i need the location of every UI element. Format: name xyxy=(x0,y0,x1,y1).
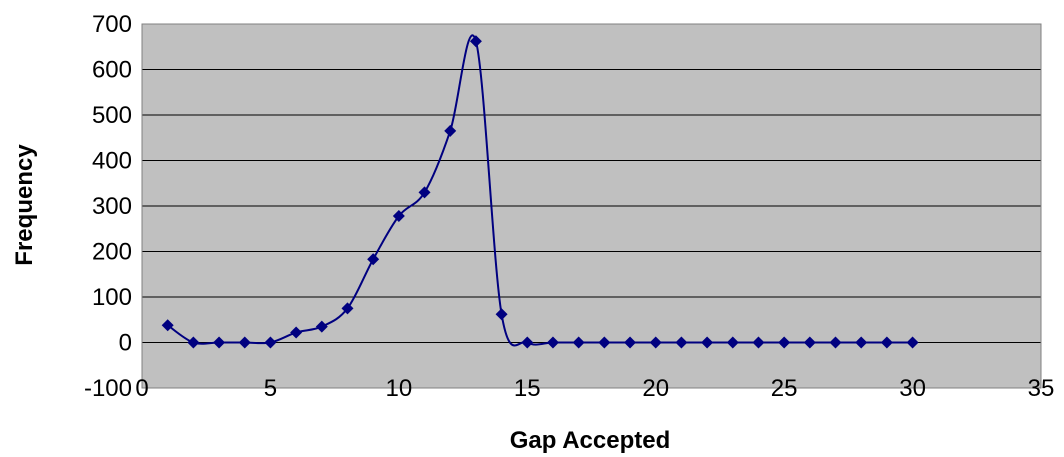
data-point xyxy=(315,320,328,333)
data-point xyxy=(161,319,174,332)
data-point xyxy=(367,253,380,266)
data-point xyxy=(906,336,919,349)
data-point xyxy=(392,210,405,223)
x-tick-label: 20 xyxy=(642,375,669,402)
x-tick-label: 25 xyxy=(771,375,798,402)
data-point xyxy=(341,302,354,315)
data-point xyxy=(469,35,482,48)
data-point xyxy=(213,336,226,349)
y-axis-title: Frequency xyxy=(11,144,38,266)
x-tick-label: 5 xyxy=(264,375,277,402)
data-point xyxy=(726,336,739,349)
y-tick-label: 100 xyxy=(92,284,132,311)
data-point xyxy=(829,336,842,349)
data-point xyxy=(444,124,457,137)
plot-border xyxy=(141,23,1042,389)
data-point xyxy=(572,336,585,349)
y-tick-label: -100 xyxy=(84,375,132,402)
y-tick-label: 300 xyxy=(92,193,132,220)
data-point xyxy=(880,336,893,349)
data-point xyxy=(418,186,431,199)
data-point xyxy=(624,336,637,349)
x-tick-label: 10 xyxy=(386,375,413,402)
data-point xyxy=(238,336,251,349)
data-point xyxy=(598,336,611,349)
data-point xyxy=(546,336,559,349)
x-tick-label: 15 xyxy=(514,375,541,402)
y-tick-label: 400 xyxy=(92,148,132,175)
y-tick-label: 500 xyxy=(92,102,132,129)
data-point xyxy=(187,336,200,349)
data-point xyxy=(701,336,714,349)
data-point xyxy=(778,336,791,349)
y-tick-label: 600 xyxy=(92,57,132,84)
y-tick-label: 700 xyxy=(92,11,132,38)
data-point xyxy=(649,336,662,349)
data-point xyxy=(675,336,688,349)
data-point xyxy=(495,308,508,321)
data-point xyxy=(752,336,765,349)
x-tick-label: 30 xyxy=(899,375,926,402)
x-tick-label: 0 xyxy=(135,375,148,402)
data-point xyxy=(521,336,534,349)
series-layer xyxy=(161,34,919,349)
y-tick-label: 200 xyxy=(92,239,132,266)
y-tick-label: 0 xyxy=(119,330,132,357)
data-point xyxy=(803,336,816,349)
data-point xyxy=(290,326,303,339)
gridlines xyxy=(141,23,1042,389)
data-point xyxy=(264,336,277,349)
x-tick-label: 35 xyxy=(1028,375,1055,402)
x-axis-title: Gap Accepted xyxy=(510,427,671,454)
data-point xyxy=(855,336,868,349)
